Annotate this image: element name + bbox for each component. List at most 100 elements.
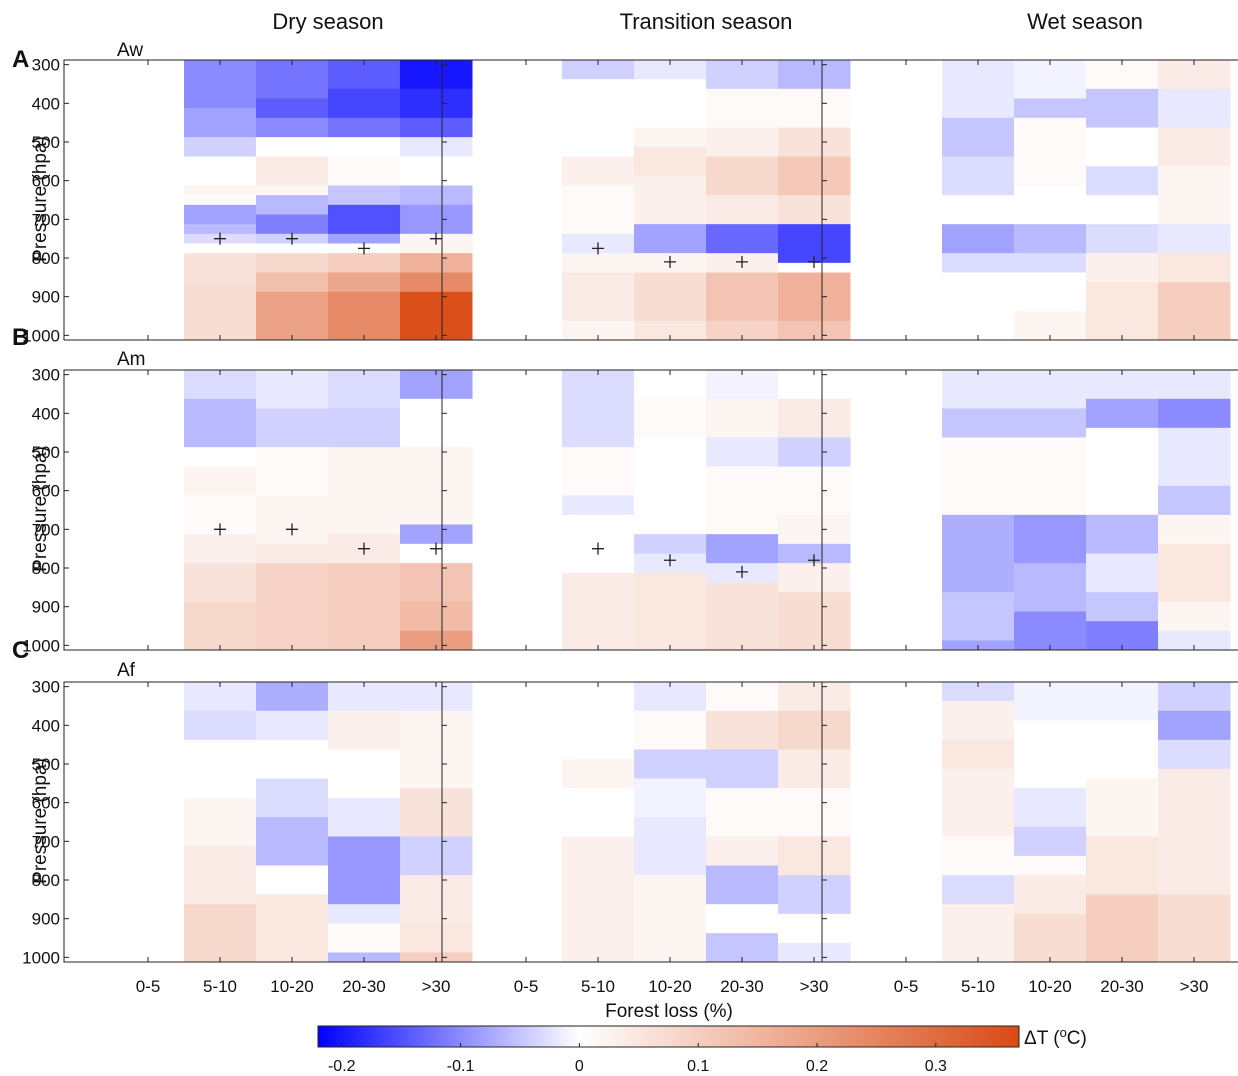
- heatmap-cell: [1014, 253, 1087, 274]
- heatmap-cell: [942, 253, 1015, 274]
- heatmap-cell: [328, 370, 401, 409]
- significance-marker: [664, 554, 676, 567]
- panel-letter-a: A: [12, 46, 29, 73]
- x-tick-label: 20-30: [720, 977, 763, 996]
- heatmap-cell: [706, 195, 779, 225]
- heatmap-cell: [1158, 739, 1231, 770]
- heatmap-cell: [184, 204, 257, 225]
- y-tick-label: 300: [32, 678, 60, 697]
- heatmap-cell: [562, 682, 635, 760]
- colorbar-tick-label: 0.1: [687, 1058, 709, 1075]
- heatmap-cell: [328, 137, 401, 157]
- heatmap-cell: [256, 543, 329, 564]
- heatmap-cell: [942, 408, 1015, 438]
- heatmap-cell: [562, 788, 635, 837]
- heatmap-cell: [1014, 720, 1087, 789]
- significance-marker: [736, 255, 748, 268]
- significance-marker: [214, 232, 226, 245]
- y-tick-label: 800: [32, 871, 60, 890]
- y-tick-label: 400: [32, 94, 60, 113]
- heatmap-cell: [706, 466, 779, 535]
- heatmap-cell: [400, 137, 473, 157]
- heatmap-cell: [1014, 60, 1087, 99]
- heatmap-cell: [256, 408, 329, 448]
- heatmap-cell: [1014, 272, 1087, 312]
- heatmap-cell: [778, 514, 851, 545]
- heatmap-cell: [1014, 788, 1087, 828]
- x-tick-label: >30: [800, 977, 829, 996]
- heatmap-cell: [256, 272, 329, 293]
- heatmap-cell: [256, 243, 329, 254]
- heatmap-cell: [634, 778, 707, 818]
- heatmap-cell: [778, 942, 851, 963]
- heatmap-cell: [942, 875, 1015, 905]
- x-tick-label: 5-10: [581, 977, 615, 996]
- heatmap-cell: [1158, 894, 1231, 963]
- y-tick-label: 300: [32, 366, 60, 385]
- heatmap-cell: [1014, 408, 1087, 438]
- heatmap-cell: [1014, 875, 1087, 915]
- heatmap-cell: [1158, 768, 1231, 837]
- heatmap-cell: [1086, 778, 1159, 837]
- colorbar-gradient: [317, 1025, 1020, 1048]
- heatmap-cell: [778, 563, 851, 593]
- heatmap-cell: [328, 204, 401, 235]
- climate-label-am: Am: [117, 349, 146, 370]
- heatmap-cell: [400, 524, 473, 545]
- colorbar-tick-label: -0.1: [447, 1058, 475, 1075]
- heatmap-cell: [400, 495, 473, 526]
- heatmap-cell: [706, 836, 779, 867]
- heatmap-cell: [778, 875, 851, 915]
- heatmap-cell: [870, 370, 943, 651]
- heatmap-cell: [184, 739, 257, 799]
- y-tick-label: 600: [32, 172, 60, 191]
- heatmap-cell: [328, 185, 401, 206]
- heatmap-cell: [778, 437, 851, 467]
- panel-am-1: [441, 369, 923, 651]
- heatmap-cell: [634, 875, 707, 963]
- y-tick-label: 900: [32, 288, 60, 307]
- heatmap-cell: [184, 797, 257, 847]
- heatmap-cell: [256, 495, 329, 545]
- heatmap-cell: [400, 749, 473, 789]
- y-tick-label: 300: [32, 56, 60, 75]
- season-header-dry: Dry season: [272, 9, 383, 34]
- heatmap-cell: [1086, 166, 1159, 196]
- heatmap-cell: [634, 60, 707, 80]
- heatmap-cell: [634, 320, 707, 341]
- heatmap-cell: [562, 370, 635, 448]
- heatmap-cell: [1086, 224, 1159, 254]
- heatmap-cell: [778, 710, 851, 750]
- heatmap-cell: [1014, 185, 1087, 225]
- heatmap-cell: [1086, 894, 1159, 963]
- heatmap-cell: [1158, 127, 1231, 167]
- heatmap-cell: [184, 108, 257, 138]
- heatmap-cell: [1158, 88, 1231, 128]
- panel-af-0: 300 400 500 600 700 800 900 1000 0-5 5-10 10-20 20-…: [22, 678, 545, 996]
- heatmap-cell: [634, 175, 707, 225]
- heatmap-cell: [256, 98, 329, 119]
- heatmap-cell: [942, 514, 1015, 593]
- heatmap-cell: [328, 495, 401, 535]
- heatmap-cell: [634, 398, 707, 438]
- heatmap-cell: [256, 865, 329, 896]
- climate-label-af: Af: [117, 660, 136, 681]
- heatmap-cell: [400, 836, 473, 876]
- heatmap-cell: [184, 846, 257, 905]
- heatmap-cell: [1158, 630, 1231, 651]
- heatmap-cell: [184, 282, 257, 341]
- heatmap-cell: [1086, 427, 1159, 516]
- heatmap-cell: [706, 749, 779, 789]
- heatmap-cell: [400, 117, 473, 138]
- heatmap-cell: [562, 185, 635, 235]
- heatmap-cell: [256, 195, 329, 216]
- heatmap-cell: [400, 563, 473, 603]
- y-tick-label: 700: [32, 832, 60, 851]
- y-tick-label: 1000: [22, 948, 60, 967]
- heatmap-cell: [1086, 836, 1159, 896]
- significance-marker: [358, 242, 370, 255]
- heatmap-cell: [490, 682, 563, 963]
- heatmap-cell: [184, 253, 257, 283]
- heatmap-cell: [562, 759, 635, 789]
- heatmap-cell: [1158, 224, 1231, 254]
